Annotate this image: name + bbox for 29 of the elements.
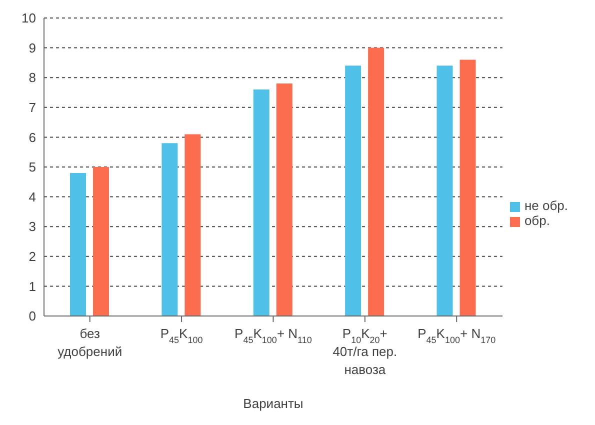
- x-tick-label: P$_{10}$K$_{20}$+ 40т/га пер. навоза: [332, 326, 398, 377]
- bar: [184, 134, 201, 316]
- bar: [276, 84, 292, 316]
- bar: [253, 90, 270, 316]
- bar: [162, 143, 178, 316]
- legend-label: обр.: [524, 213, 550, 228]
- x-axis-title: Варианты: [243, 396, 304, 411]
- y-tick-label: 3: [28, 219, 36, 234]
- y-tick-label: 2: [28, 249, 36, 264]
- y-tick-label: 5: [28, 160, 36, 175]
- y-tick-label: 4: [28, 189, 36, 204]
- bar: [368, 48, 384, 316]
- y-tick-label: 1: [28, 278, 36, 294]
- x-tick-label: без удобрений: [58, 326, 122, 359]
- bar: [70, 172, 86, 316]
- bar: [436, 66, 453, 316]
- x-tick-label: P$_{45}$K$_{100}$+ N$_{110}$: [234, 326, 312, 345]
- legend-label: не обр.: [524, 198, 568, 213]
- x-tick-label: P$_{45}$K$_{100}$: [160, 326, 203, 345]
- y-tick-label: 6: [28, 130, 36, 145]
- y-tick-label: 0: [28, 308, 36, 324]
- bar: [460, 60, 476, 316]
- y-tick-label: 9: [28, 40, 36, 56]
- bar: [93, 167, 109, 316]
- bar: [345, 66, 362, 316]
- y-tick-label: 10: [22, 10, 36, 26]
- y-tick-label: 7: [28, 100, 36, 116]
- x-tick-label: P$_{45}$K$_{100}$+ N$_{170}$: [418, 326, 496, 345]
- y-tick-label: 8: [28, 70, 36, 86]
